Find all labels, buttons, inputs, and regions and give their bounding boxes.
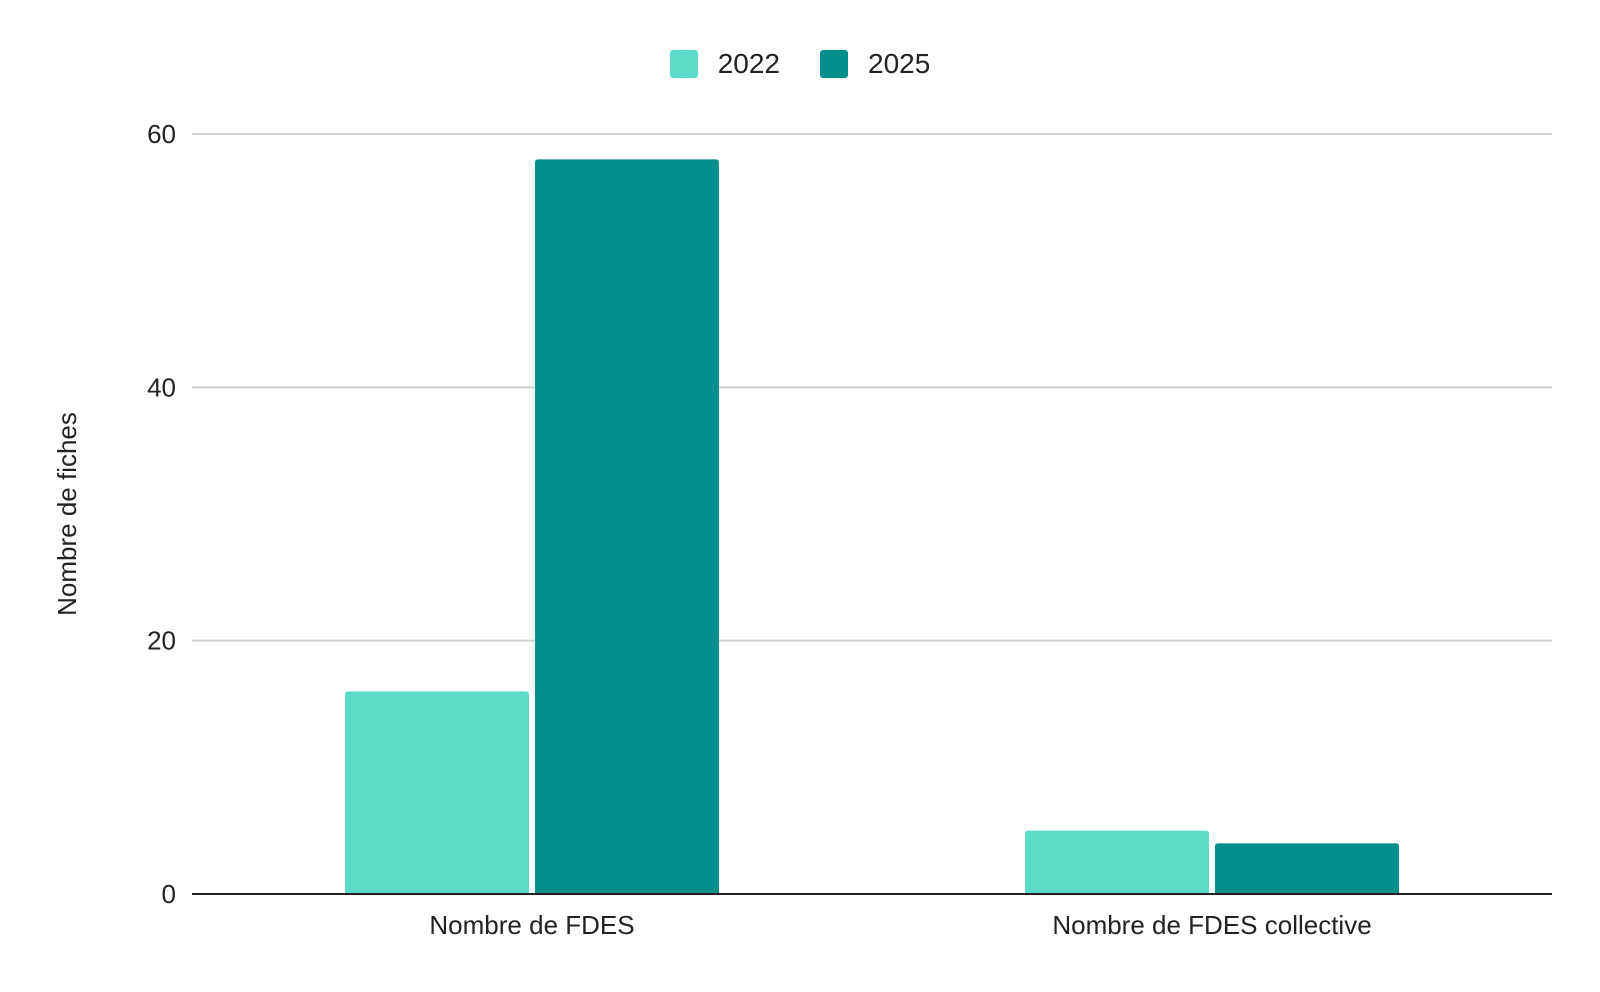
y-axis-ticks: 0 20 40 60	[147, 119, 176, 909]
legend-label-2025: 2025	[868, 48, 931, 79]
bar-2025-1	[1215, 843, 1399, 894]
legend-label-2022: 2022	[717, 48, 780, 79]
bar-2022-1	[1025, 830, 1209, 894]
legend-item-2025[interactable]: 2025	[820, 48, 930, 80]
bar-2022-0	[345, 691, 529, 894]
gridlines	[192, 133, 1552, 642]
y-tick-label-40: 40	[147, 372, 176, 402]
y-tick-label-20: 20	[147, 626, 176, 656]
legend-item-2022[interactable]: 2022	[669, 48, 780, 80]
y-tick-label-0: 0	[162, 879, 176, 909]
x-tick-label-1: Nombre de FDES collective	[1052, 910, 1371, 940]
x-tick-label-0: Nombre de FDES	[429, 910, 634, 940]
y-tick-label-60: 60	[147, 119, 176, 149]
bars	[345, 159, 1399, 895]
y-axis-title: Nombre de fiches	[52, 412, 82, 616]
x-axis-ticks: Nombre de FDES Nombre de FDES collective	[429, 910, 1371, 940]
legend-swatch-2022	[669, 50, 698, 78]
legend-swatch-2025	[820, 50, 848, 78]
legend: 2022 2025	[0, 48, 1600, 80]
bar-2025-0	[535, 159, 719, 895]
